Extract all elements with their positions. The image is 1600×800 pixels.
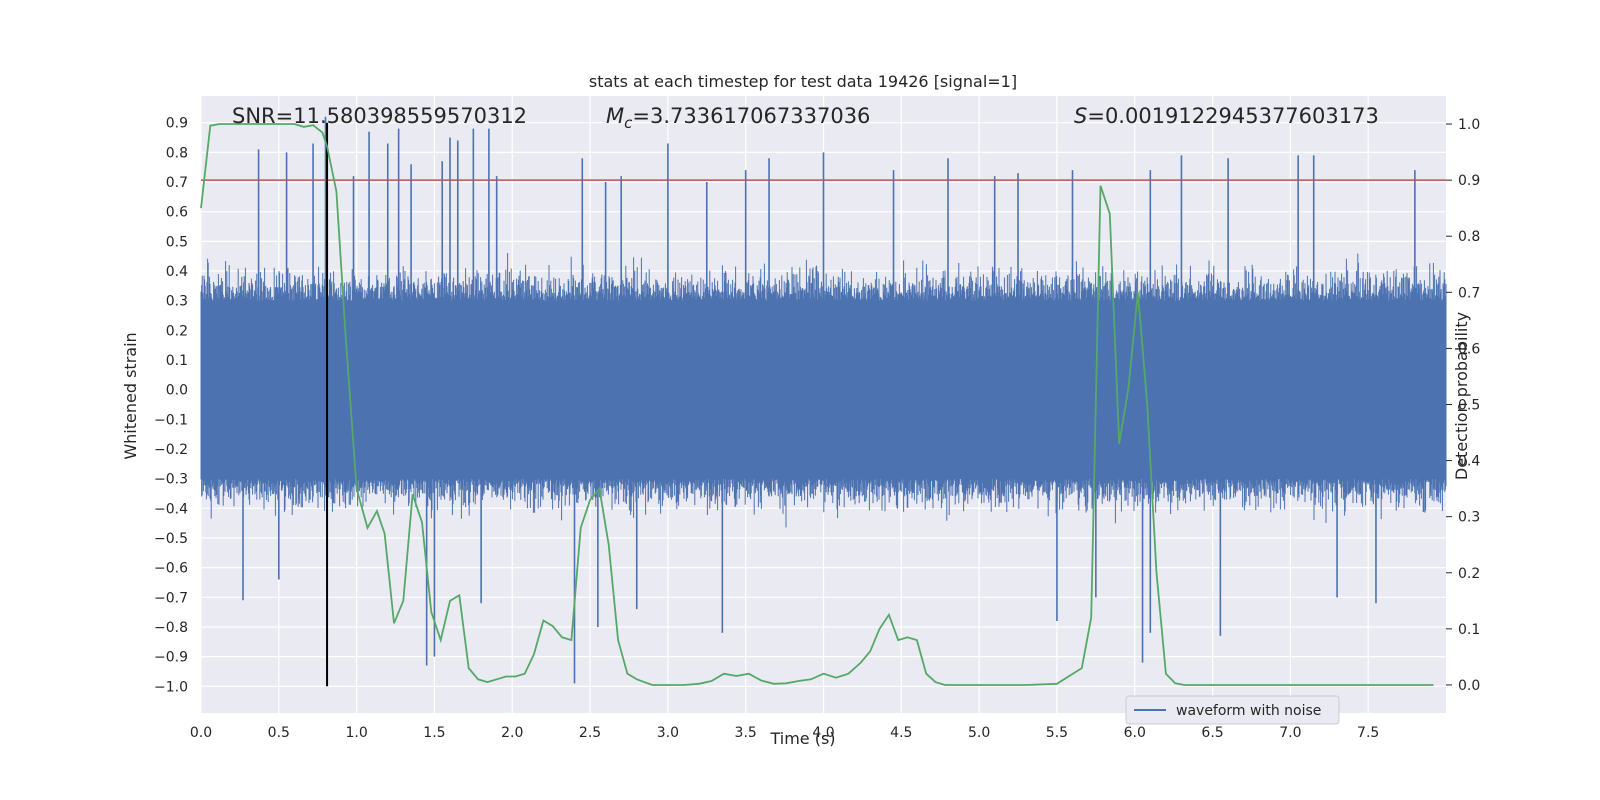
left-y-axis-label: Whitened strain	[121, 332, 140, 459]
right-y-tick-label: 0.0	[1458, 678, 1480, 694]
s-statistic-annotation: S=0.0019122945377603173	[1074, 104, 1379, 128]
right-y-tick-label: 0.9	[1458, 173, 1480, 189]
left-y-tick-label: 0.5	[166, 234, 188, 250]
left-y-axis-ticks: 0.9 0.8 0.7 0.6 0.5 0.4 0.3 0.2 0.1 0.0 −0.1 −0.2 −0…	[154, 116, 188, 696]
x-tick-label: 0.5	[268, 725, 290, 741]
left-y-tick-label: 0.1	[166, 353, 188, 369]
right-y-axis-ticks: 1.0 0.9 0.8 0.7 0.6 0.5 0.4 0.3 0.2 0.1 0.0	[1446, 117, 1480, 694]
x-tick-label: 7.5	[1357, 725, 1379, 741]
left-y-tick-label: −0.4	[154, 501, 188, 517]
chirp-mass-subscript: c	[624, 114, 633, 132]
right-y-tick-label: 0.2	[1458, 566, 1480, 582]
right-y-tick-label: 0.6	[1458, 341, 1480, 357]
x-tick-label: 5.5	[1046, 725, 1068, 741]
x-tick-label: 4.0	[812, 725, 834, 741]
chirp-mass-symbol: M	[606, 104, 624, 128]
s-statistic-symbol: S	[1074, 104, 1087, 128]
left-y-tick-label: −0.6	[154, 561, 188, 577]
x-axis-label: Time (s)	[769, 729, 835, 748]
x-tick-label: 0.0	[190, 725, 212, 741]
x-axis-ticks: 0.0 0.5 1.0 1.5 2.0 2.5 3.0 3.5 4.0 4.5 5.0 5.5 6.0 6…	[190, 725, 1379, 741]
left-y-tick-label: 0.4	[166, 264, 188, 280]
right-y-tick-label: 0.1	[1458, 622, 1480, 638]
left-y-tick-label: 0.6	[166, 205, 188, 221]
x-tick-label: 6.0	[1124, 725, 1146, 741]
x-tick-label: 3.0	[657, 725, 679, 741]
right-y-axis-label: Detection probability	[1452, 312, 1471, 480]
left-y-tick-label: −0.2	[154, 442, 188, 458]
left-y-tick-label: −0.9	[154, 650, 188, 666]
right-y-tick-label: 0.7	[1458, 285, 1480, 301]
right-y-tick-label: 1.0	[1458, 117, 1480, 133]
x-tick-label: 5.0	[968, 725, 990, 741]
x-tick-label: 1.5	[423, 725, 445, 741]
detection-probability-series	[200, 123, 1434, 686]
legend-box	[1125, 695, 1340, 725]
x-tick-label: 6.5	[1201, 725, 1223, 741]
right-y-tick-label: 0.8	[1458, 229, 1480, 245]
x-tick-label: 4.5	[890, 725, 912, 741]
left-y-tick-label: −0.5	[154, 531, 188, 547]
left-y-tick-label: 0.3	[166, 294, 188, 310]
left-y-tick-label: 0.9	[166, 116, 188, 132]
x-tick-label: 2.0	[501, 725, 523, 741]
legend: waveform with noise	[1125, 695, 1340, 725]
x-tick-label: 3.5	[735, 725, 757, 741]
left-y-tick-label: 0.0	[166, 383, 188, 399]
chart-title: stats at each timestep for test data 194…	[589, 72, 1017, 91]
right-y-tick-label: 0.4	[1458, 454, 1480, 470]
chirp-mass-annotation: Mc=3.733617067337036	[606, 104, 870, 132]
s-statistic-value: =0.0019122945377603173	[1087, 104, 1379, 128]
left-y-tick-label: 0.2	[166, 323, 188, 339]
chirp-mass-value: =3.733617067337036	[632, 104, 870, 128]
left-y-tick-label: −1.0	[154, 679, 188, 695]
left-y-tick-label: 0.7	[166, 175, 188, 191]
x-tick-label: 2.5	[579, 725, 601, 741]
left-y-tick-label: −0.8	[154, 620, 188, 636]
snr-annotation: SNR=11.580398559570312	[232, 104, 527, 128]
x-tick-label: 1.0	[345, 725, 367, 741]
right-y-tick-label: 0.5	[1458, 398, 1480, 414]
left-y-tick-label: 0.8	[166, 145, 188, 161]
left-y-tick-label: −0.1	[154, 412, 188, 428]
legend-label: waveform with noise	[1176, 703, 1321, 719]
waveform-with-noise-series	[200, 116, 1447, 684]
detection-probability-line	[200, 123, 1434, 686]
x-tick-label: 7.0	[1279, 725, 1301, 741]
left-y-tick-label: −0.7	[154, 590, 188, 606]
left-y-tick-label: −0.3	[154, 472, 188, 488]
right-y-tick-label: 0.3	[1458, 510, 1480, 526]
